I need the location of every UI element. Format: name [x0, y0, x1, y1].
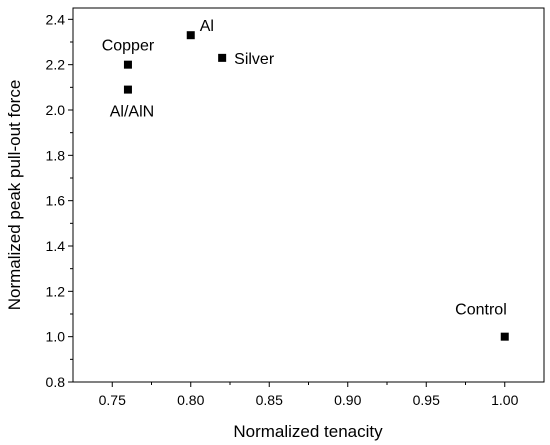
point-label: Control: [455, 302, 507, 319]
y-tick-label: 2.2: [46, 57, 66, 73]
point-marker: [123, 60, 132, 69]
y-axis-label: Normalized peak pull-out force: [5, 80, 24, 311]
point-label: Copper: [102, 38, 155, 55]
x-axis-label: Normalized tenacity: [233, 422, 383, 441]
x-tick-label: 0.90: [334, 392, 361, 408]
data-points: Copper Al/AlN Al Silver Control: [102, 18, 509, 341]
point-label: Silver: [234, 51, 275, 68]
y-tick-label: 1.6: [46, 193, 66, 209]
point-marker: [500, 332, 509, 341]
x-tick-label: 0.75: [99, 392, 126, 408]
x-tick-label: 0.85: [256, 392, 283, 408]
y-axis-ticks: 0.8 1.0 1.2 1.4 1.6 1.8 2.0 2.2 2.4: [46, 11, 73, 390]
point-label: Al: [200, 18, 214, 35]
y-tick-label: 1.4: [46, 238, 66, 254]
point-marker: [218, 53, 227, 62]
x-tick-label: 0.80: [177, 392, 204, 408]
plot-frame: [72, 7, 545, 383]
y-tick-label: 2.0: [46, 102, 66, 118]
y-tick-label: 1.0: [46, 329, 66, 345]
point-marker: [186, 31, 195, 40]
x-axis-ticks: 0.75 0.80 0.85 0.90 0.95 1.00: [99, 382, 519, 408]
y-tick-label: 1.8: [46, 147, 66, 163]
y-tick-label: 2.4: [46, 11, 66, 27]
x-tick-label: 0.95: [413, 392, 440, 408]
y-tick-label: 0.8: [46, 374, 66, 390]
x-tick-label: 1.00: [491, 392, 518, 408]
point-marker: [123, 85, 132, 94]
point-label: Al/AlN: [110, 104, 154, 121]
y-tick-label: 1.2: [46, 283, 66, 299]
